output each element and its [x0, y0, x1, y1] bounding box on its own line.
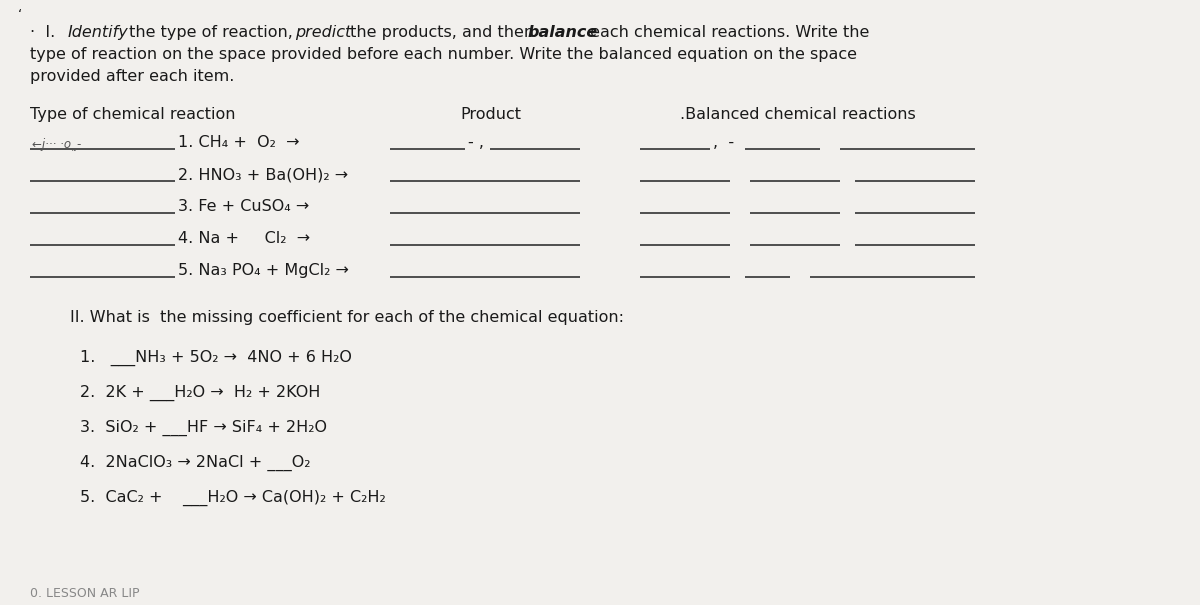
Text: balance: balance	[527, 25, 598, 40]
Text: the products, and then: the products, and then	[346, 25, 539, 40]
Text: 3.  SiO₂ + ___HF → SiF₄ + 2H₂O: 3. SiO₂ + ___HF → SiF₄ + 2H₂O	[80, 420, 326, 436]
Text: 4. Na +     Cl₂  →: 4. Na + Cl₂ →	[178, 231, 310, 246]
Text: ,  -: , -	[713, 135, 734, 150]
Text: 3. Fe + CuSO₄ →: 3. Fe + CuSO₄ →	[178, 199, 310, 214]
Text: the type of reaction,: the type of reaction,	[124, 25, 298, 40]
Text: type of reaction on the space provided before each number. Write the balanced eq: type of reaction on the space provided b…	[30, 47, 857, 62]
Text: Type of chemical reaction: Type of chemical reaction	[30, 107, 235, 122]
Text: 2.  2K + ___H₂O →  H₂ + 2KOH: 2. 2K + ___H₂O → H₂ + 2KOH	[80, 385, 320, 401]
Text: Product: Product	[460, 107, 521, 122]
Text: provided after each item.: provided after each item.	[30, 69, 234, 84]
Text: 0. LESSON AR LIP: 0. LESSON AR LIP	[30, 587, 139, 600]
Text: 4.  2NaClO₃ → 2NaCl + ___O₂: 4. 2NaClO₃ → 2NaCl + ___O₂	[80, 455, 311, 471]
Text: predict: predict	[295, 25, 352, 40]
Text: ←j··· ·o˷-: ←j··· ·o˷-	[32, 138, 82, 151]
Text: 2. HNO₃ + Ba(OH)₂ →: 2. HNO₃ + Ba(OH)₂ →	[178, 167, 348, 182]
Text: each chemical reactions. Write the: each chemical reactions. Write the	[586, 25, 869, 40]
Text: 5. Na₃ PO₄ + MgCl₂ →: 5. Na₃ PO₄ + MgCl₂ →	[178, 263, 349, 278]
Text: 1.   ___NH₃ + 5O₂ →  4NO + 6 H₂O: 1. ___NH₃ + 5O₂ → 4NO + 6 H₂O	[80, 350, 352, 366]
Text: Identify: Identify	[68, 25, 128, 40]
Text: ·  I.: · I.	[30, 25, 60, 40]
Text: 5.  CaC₂ +    ___H₂O → Ca(OH)₂ + C₂H₂: 5. CaC₂ + ___H₂O → Ca(OH)₂ + C₂H₂	[80, 490, 385, 506]
Text: II. What is  the missing coefficient for each of the chemical equation:: II. What is the missing coefficient for …	[70, 310, 624, 325]
Text: .Balanced chemical reactions: .Balanced chemical reactions	[680, 107, 916, 122]
Text: ‘: ‘	[18, 8, 23, 22]
Text: 1. CH₄ +  O₂  →: 1. CH₄ + O₂ →	[178, 135, 300, 150]
Text: - ,: - ,	[468, 135, 484, 150]
